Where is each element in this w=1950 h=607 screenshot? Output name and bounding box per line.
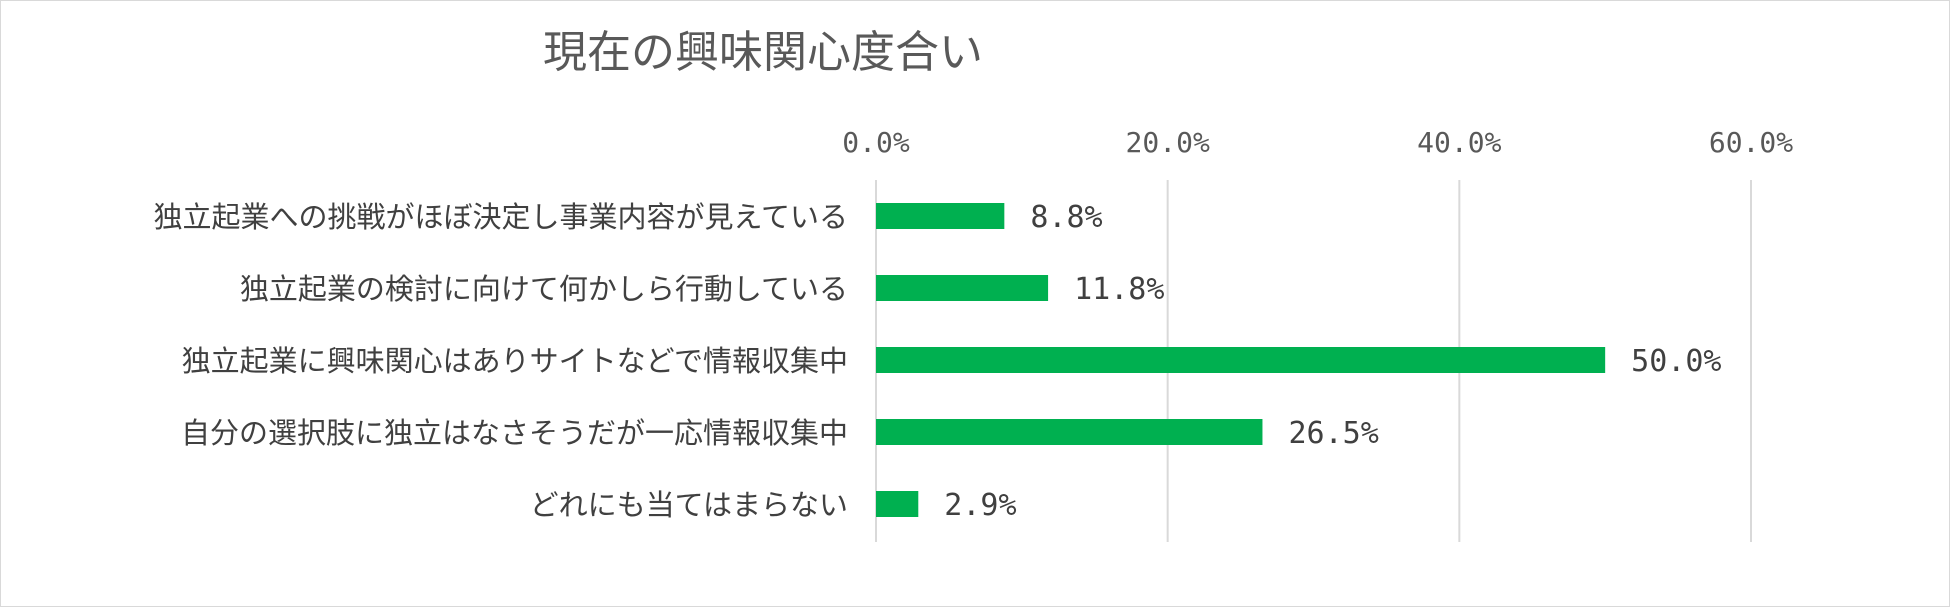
category-label: どれにも当てはまらない bbox=[530, 488, 848, 522]
bar bbox=[876, 491, 919, 517]
x-tick-label: 0.0% bbox=[842, 126, 910, 159]
x-axis-ticks: 0.0% 20.0% 40.0% 60.0% bbox=[842, 126, 1793, 159]
bars bbox=[876, 203, 1606, 517]
data-labels: 8.8% 11.8% 50.0% 26.5% 2.9% bbox=[944, 200, 1721, 523]
chart-title: 現在の興味関心度合い bbox=[543, 27, 983, 78]
bar bbox=[876, 347, 1606, 373]
data-label: 8.8% bbox=[1030, 200, 1102, 235]
bar bbox=[876, 275, 1049, 301]
category-labels: 独立起業への挑戦がほぼ決定し事業内容が見えている独立起業の検討に向けて何かしら行… bbox=[153, 200, 848, 522]
x-tick-label: 20.0% bbox=[1126, 126, 1210, 159]
category-label: 独立起業への挑戦がほぼ決定し事業内容が見えている bbox=[153, 200, 848, 234]
x-tick-label: 60.0% bbox=[1709, 126, 1793, 159]
data-label: 26.5% bbox=[1288, 416, 1378, 451]
data-label: 50.0% bbox=[1631, 344, 1721, 379]
category-label: 自分の選択肢に独立はなさそうだが一応情報収集中 bbox=[181, 416, 848, 450]
category-label: 独立起業に興味関心はありサイトなどで情報収集中 bbox=[182, 344, 848, 378]
x-tick-label: 40.0% bbox=[1417, 126, 1501, 159]
data-label: 11.8% bbox=[1074, 272, 1164, 307]
data-label: 2.9% bbox=[944, 488, 1016, 523]
bar bbox=[876, 419, 1263, 445]
bar bbox=[876, 203, 1005, 229]
category-label: 独立起業の検討に向けて何かしら行動している bbox=[240, 272, 848, 306]
